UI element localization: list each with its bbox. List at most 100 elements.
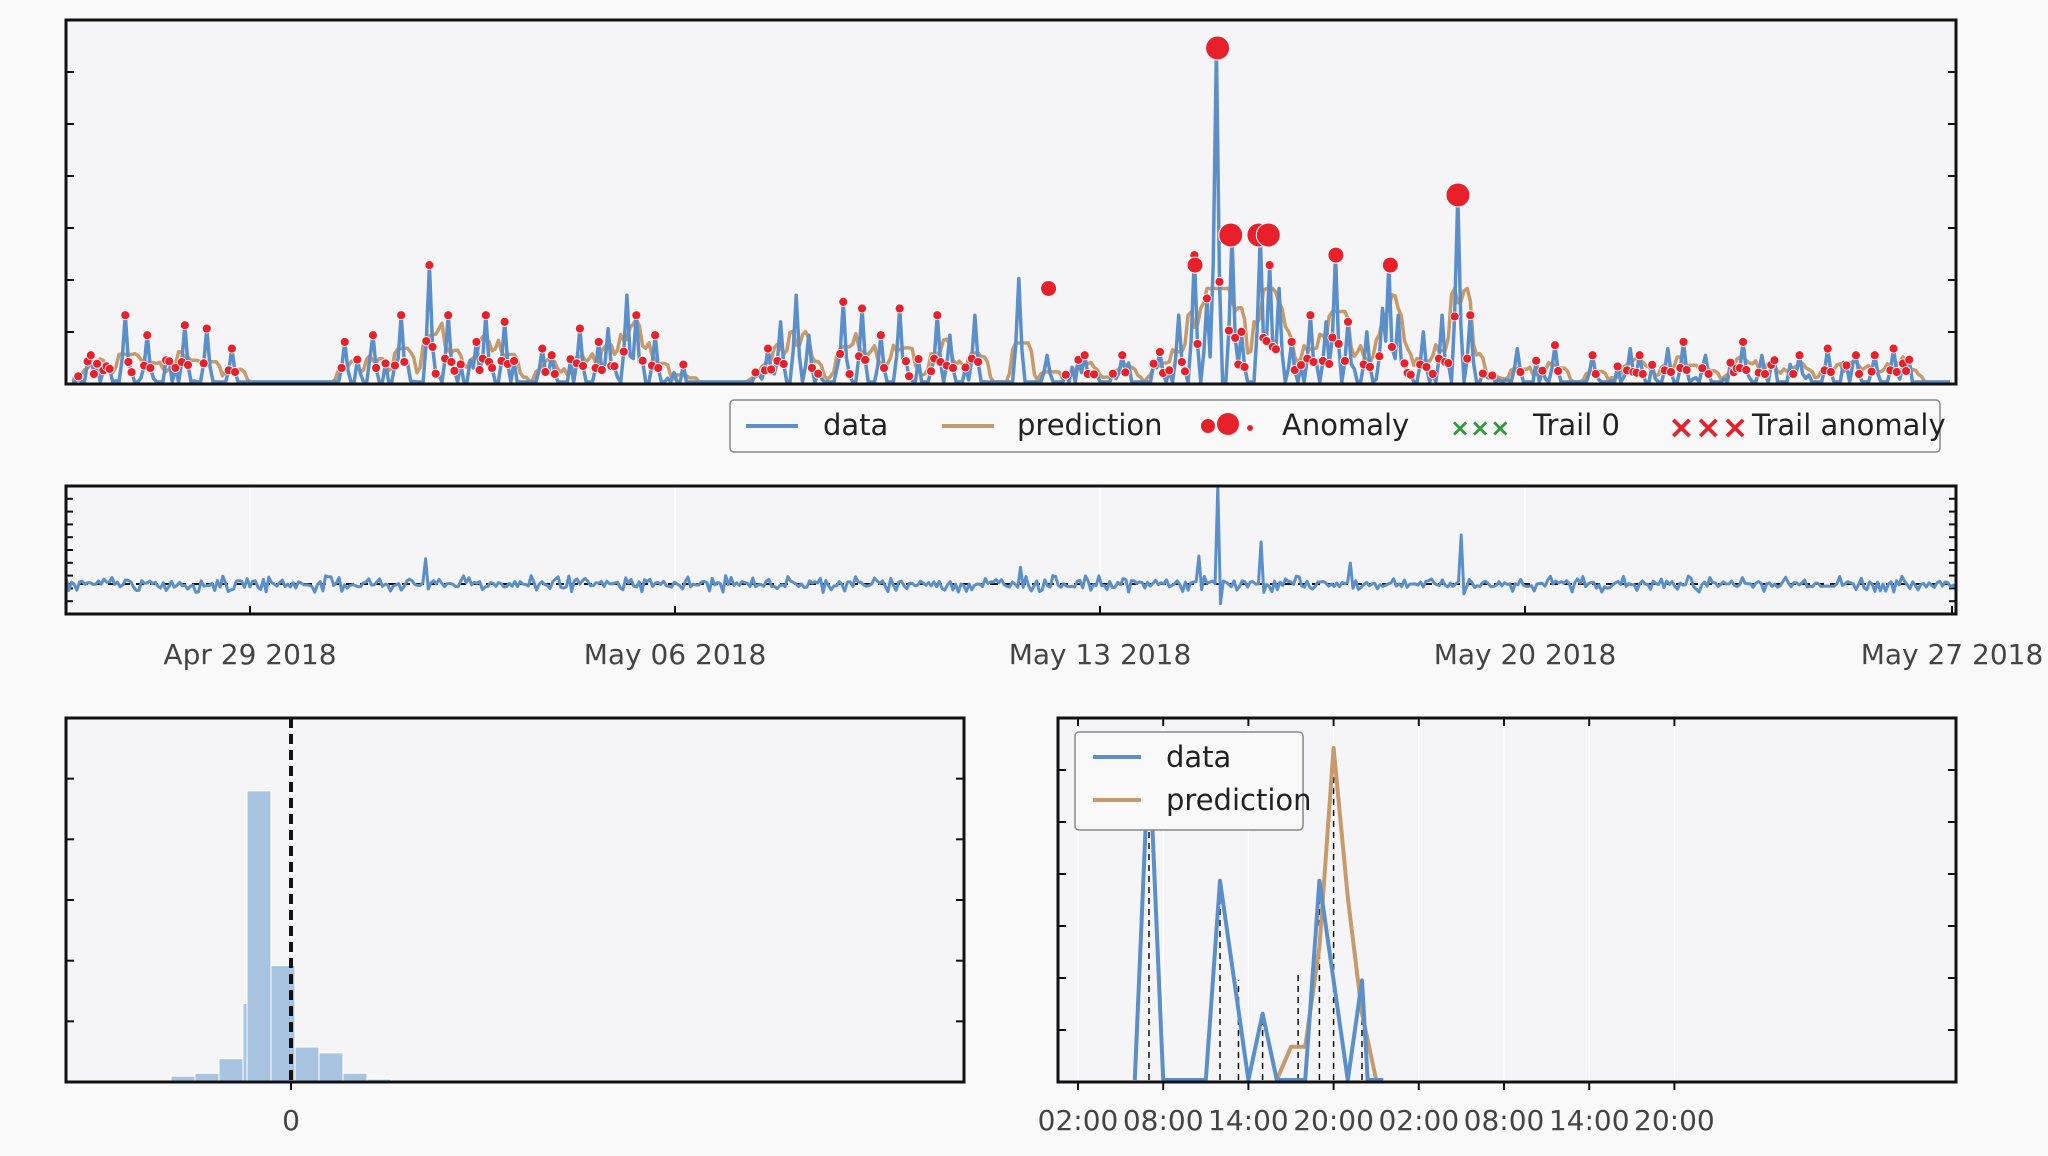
histogram-frame (64, 716, 966, 1084)
overview-anomaly-dot (763, 343, 773, 354)
residual-x-tick-label: Apr 29 2018 (163, 638, 336, 671)
overview-anomaly-dot (932, 310, 943, 321)
overview-anomaly-dot (1553, 366, 1563, 376)
zoom-x-tick-label: 08:00 (1464, 1104, 1545, 1137)
overview-anomaly-dot (1681, 365, 1692, 375)
overview-anomaly-dot (1487, 370, 1498, 381)
overview-anomaly-dot (73, 371, 84, 382)
overview-anomaly-dot (336, 363, 347, 373)
overview-anomaly-dot (487, 363, 498, 373)
overview-anomaly-dot (1666, 367, 1676, 377)
overview-anomaly-dot (499, 316, 510, 327)
overview-anomaly-dot (1239, 362, 1250, 372)
residual-data-series (64, 484, 1957, 606)
overview-anomaly-dot (1324, 359, 1335, 369)
zoom-x-tick-label: 08:00 (1123, 1104, 1204, 1137)
overview-anomaly-markers (73, 35, 1915, 382)
overview-anomaly-dot (1202, 293, 1212, 304)
histogram-x-tick-label: 0 (282, 1104, 300, 1137)
overview-anomaly-marker (1186, 256, 1204, 274)
zoom-panel: 02:00 08:00 14:00 20:00 02:00 08:00 14:00 20:00… (1038, 716, 1958, 1137)
overview-anomaly-dot (1590, 369, 1601, 379)
overview-anomaly-marker (1205, 35, 1231, 61)
overview-anomaly-dot (1089, 369, 1099, 380)
overview-anomaly-marker (1218, 222, 1244, 248)
overview-plot-area (66, 20, 1956, 384)
overview-anomaly-dot (1308, 357, 1319, 367)
zoom-data-line (1132, 746, 1384, 1082)
overview-anomaly-dot (1587, 350, 1598, 361)
overview-anomaly-dot (1678, 337, 1689, 347)
overview-anomaly-dot (1515, 367, 1526, 377)
overview-anomaly-marker (1381, 256, 1399, 274)
overview-anomaly-dot (879, 363, 889, 373)
overview-anomaly-dot (1148, 358, 1159, 369)
overview-anomaly-dot (1449, 311, 1460, 322)
overview-anomaly-dot (618, 346, 629, 357)
zoom-x-tick-label: 02:00 (1378, 1104, 1459, 1137)
overview-anomaly-dot (653, 363, 664, 373)
overview-anomaly-dot (179, 320, 190, 331)
residual-frame (64, 484, 1958, 616)
overview-anomaly-dot (1286, 337, 1297, 347)
legend-anomaly-marker-tiny (1247, 425, 1253, 431)
residual-x-tick-label: May 20 2018 (1434, 638, 1617, 671)
overview-anomaly-dot (549, 369, 560, 379)
zoom-x-tick-label: 14:00 (1208, 1104, 1289, 1137)
overview-anomaly-dot (1427, 369, 1438, 379)
histogram-bar (318, 1052, 344, 1083)
overview-anomaly-dot (750, 367, 761, 378)
overview-anomaly-dot (860, 355, 871, 365)
overview-anomaly-dot (1794, 350, 1805, 361)
residual-x-tick-label: May 13 2018 (1009, 638, 1192, 671)
overview-anomaly-dot (1891, 367, 1902, 377)
overview-anomaly-dot (1365, 362, 1375, 372)
overview-anomaly-dot (1236, 326, 1247, 337)
overview-anomaly-dot (120, 310, 131, 321)
overview-anomaly-dot (1550, 340, 1560, 351)
overview-anomaly-dot (631, 310, 642, 321)
overview-anomaly-dot (1060, 369, 1071, 380)
overview-anomaly-dot (1421, 362, 1432, 372)
overview-anomaly-dot (1465, 310, 1476, 321)
overview-anomaly-marker (1445, 182, 1471, 208)
overview-anomaly-dot (1405, 369, 1416, 380)
overview-anomaly-dot (1107, 368, 1118, 379)
overview-anomaly-dot (835, 349, 846, 359)
overview-anomaly-dot (637, 355, 648, 366)
overview-anomaly-dot (104, 363, 115, 374)
legend-prediction-label: prediction (1017, 408, 1163, 442)
histogram-panel: 0 (64, 716, 966, 1137)
overview-anomaly-dot (449, 365, 460, 376)
overview-anomaly-dot (183, 360, 193, 370)
overview-anomaly-dot (901, 356, 911, 367)
overview-anomaly-dot (1264, 260, 1275, 271)
overview-anomaly-dot (421, 336, 432, 346)
overview-anomaly-dot (170, 363, 181, 373)
overview-anomaly-dot (1866, 366, 1877, 377)
overview-anomaly-dot (1180, 366, 1190, 377)
overview-anomaly-dot (537, 343, 548, 354)
overview-anomaly-dot (455, 359, 466, 370)
overview-anomaly-dot (480, 310, 491, 321)
residual-x-tick-labels: Apr 29 2018 May 06 2018 May 13 2018 May 20 … (163, 638, 2043, 671)
overview-anomaly-dot (838, 296, 849, 307)
legend-data-label: data (823, 408, 888, 442)
overview-anomaly-dot (1841, 360, 1852, 371)
overview-anomaly-dot (1374, 351, 1385, 362)
overview-anomaly-dot (1647, 359, 1658, 370)
overview-anomaly-dot (164, 356, 175, 367)
overview-anomaly-dot (1340, 356, 1350, 366)
overview-anomaly-dot (142, 330, 153, 341)
legend-anomaly-marker-small (1201, 419, 1215, 433)
overview-anomaly-dot (1079, 350, 1090, 361)
overview-anomaly-dot (371, 363, 382, 373)
overview-anomaly-dot (198, 358, 209, 369)
overview-anomaly-dot (1697, 363, 1708, 374)
legend-trail0-label: Trail 0 (1532, 408, 1620, 442)
overview-anomaly-dot (201, 323, 212, 334)
zoom-frame (1056, 716, 1958, 1084)
overview-anomaly-dot (1869, 350, 1880, 361)
overview-anomaly-dot (145, 363, 156, 373)
histogram-bar (294, 1046, 320, 1083)
